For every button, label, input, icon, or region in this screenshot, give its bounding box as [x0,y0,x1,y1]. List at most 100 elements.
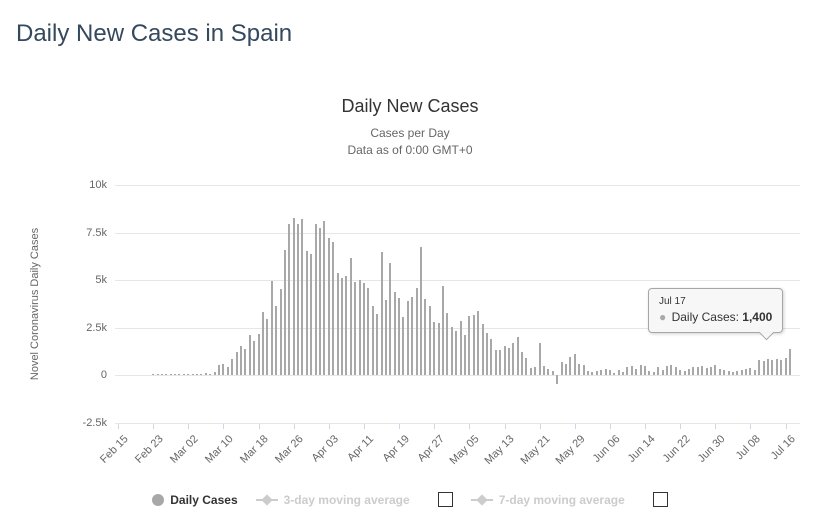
bar[interactable] [218,364,221,376]
bar[interactable] [600,369,603,376]
bar[interactable] [767,358,770,376]
bar[interactable] [714,365,717,376]
bar[interactable] [543,365,546,376]
bar[interactable] [674,367,677,376]
bar[interactable] [200,374,203,376]
bar[interactable] [534,366,537,376]
bar[interactable] [297,224,300,376]
bar[interactable] [327,238,330,376]
bar[interactable] [551,370,554,376]
checkbox-3day-avg[interactable] [437,492,453,507]
bar[interactable] [762,361,765,376]
bar[interactable] [244,348,247,376]
bar[interactable] [411,297,414,376]
bar[interactable] [191,374,194,376]
bar[interactable] [731,371,734,376]
bar[interactable] [213,372,216,376]
bar[interactable] [701,366,704,376]
bar[interactable] [644,366,647,376]
bar[interactable] [283,250,286,376]
bar[interactable] [740,369,743,376]
bar[interactable] [275,305,278,376]
bar[interactable] [222,363,225,376]
bar[interactable] [468,316,471,376]
bar[interactable] [525,358,528,376]
bar[interactable] [270,281,273,376]
bar[interactable] [749,367,752,376]
bar[interactable] [204,372,207,376]
bar[interactable] [604,369,607,376]
bar[interactable] [178,374,181,376]
bar[interactable] [652,371,655,376]
bar[interactable] [367,287,370,376]
bar[interactable] [477,310,480,376]
bar[interactable] [490,339,493,376]
bar[interactable] [301,219,304,376]
bar[interactable] [384,300,387,376]
bar[interactable] [415,287,418,376]
bar[interactable] [569,357,572,376]
bar[interactable] [182,374,185,376]
bar[interactable] [253,341,256,376]
bar[interactable] [442,285,445,376]
bar[interactable] [753,369,756,376]
bar[interactable] [455,330,458,376]
bar[interactable] [494,349,497,376]
bar[interactable] [771,359,774,376]
bar[interactable] [257,334,260,376]
bar[interactable] [683,371,686,376]
bar[interactable] [332,242,335,376]
bar[interactable] [692,367,695,376]
bar[interactable] [784,357,787,376]
bar[interactable] [420,247,423,376]
bar[interactable] [305,250,308,376]
bar[interactable] [459,321,462,376]
bar[interactable] [424,299,427,376]
bar[interactable] [775,358,778,376]
bar[interactable] [209,374,212,376]
bar[interactable] [709,367,712,376]
bar[interactable] [573,353,576,376]
bar[interactable] [670,365,673,376]
bar[interactable] [736,371,739,376]
bar[interactable] [512,343,515,376]
bar[interactable] [156,374,159,376]
bar[interactable] [393,291,396,376]
bar[interactable] [591,371,594,376]
bar[interactable] [529,367,532,376]
bar[interactable] [389,263,392,376]
bar[interactable] [288,224,291,376]
bar[interactable] [595,370,598,376]
bar[interactable] [336,272,339,376]
bar[interactable] [160,374,163,376]
bar[interactable] [398,298,401,376]
bar[interactable] [635,368,638,376]
bar[interactable] [780,359,783,376]
bar[interactable] [499,349,502,376]
bar[interactable] [433,321,436,376]
bar[interactable] [323,221,326,376]
bar[interactable] [521,351,524,376]
bar[interactable] [485,332,488,376]
bar[interactable] [314,223,317,376]
bar[interactable] [406,301,409,376]
bar[interactable] [376,313,379,376]
bar[interactable] [402,317,405,376]
bar[interactable] [310,253,313,376]
bar[interactable] [266,319,269,376]
bar[interactable] [696,367,699,376]
bar[interactable] [613,372,616,376]
bar[interactable] [745,368,748,376]
bar[interactable] [516,337,519,376]
bar[interactable] [666,366,669,376]
bar[interactable] [687,368,690,376]
bar[interactable] [648,371,651,376]
bar[interactable] [196,374,199,376]
bar[interactable] [345,276,348,376]
bar[interactable] [349,257,352,376]
bar[interactable] [187,374,190,376]
bar[interactable] [437,323,440,376]
bar[interactable] [231,359,234,376]
bar[interactable] [789,348,791,376]
bar[interactable] [279,289,282,376]
